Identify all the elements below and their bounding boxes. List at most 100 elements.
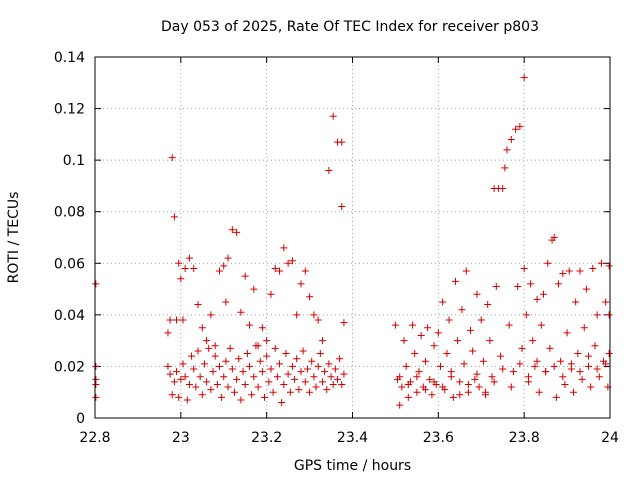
y-tick-labels: 0 0.02 0.04 0.06 0.08 0.1 0.12 0.14 [54, 50, 85, 427]
data-point [185, 380, 193, 388]
data-point [200, 360, 208, 368]
data-point [488, 373, 496, 381]
data-point [207, 311, 215, 319]
data-point [271, 344, 279, 352]
data-point [473, 370, 481, 378]
data-point [477, 316, 485, 324]
data-point [402, 362, 410, 370]
data-point [531, 362, 539, 370]
y-tick-label: 0.12 [54, 102, 85, 118]
data-point [303, 365, 311, 373]
data-point [224, 383, 232, 391]
data-point [486, 337, 494, 345]
data-point [505, 321, 513, 329]
data-point [340, 319, 348, 327]
data-point [567, 360, 575, 368]
data-point [589, 264, 597, 272]
data-point [411, 350, 419, 358]
data-point [263, 337, 271, 345]
data-point [250, 285, 258, 293]
data-point [602, 360, 610, 368]
data-point [284, 370, 292, 378]
data-point [211, 342, 219, 350]
data-point [555, 280, 562, 288]
data-point [288, 362, 296, 370]
y-tick-label: 0.1 [63, 153, 85, 169]
data-point [576, 267, 584, 275]
data-point [188, 352, 196, 360]
data-point [168, 391, 176, 399]
data-point [409, 321, 417, 329]
data-point [400, 337, 408, 345]
plot-frame [94, 56, 611, 419]
data-point [273, 373, 281, 381]
data-point [471, 375, 479, 383]
data-point [239, 368, 247, 376]
data-point [533, 295, 541, 303]
data-point [445, 316, 453, 324]
data-point [179, 360, 187, 368]
data-point [224, 254, 232, 262]
data-point [340, 370, 348, 378]
data-point [565, 267, 573, 275]
data-point [256, 357, 264, 365]
x-tick-label: 23 [172, 430, 190, 446]
data-point [252, 342, 260, 350]
data-point [211, 352, 219, 360]
data-point [516, 360, 524, 368]
data-point [449, 393, 457, 401]
x-tick-label: 23.4 [337, 430, 368, 446]
data-point [175, 393, 183, 401]
data-point [415, 368, 423, 376]
data-point [439, 383, 447, 391]
data-point [398, 383, 406, 391]
data-point [164, 329, 172, 337]
x-tick-label: 23.8 [509, 430, 540, 446]
data-point [484, 301, 492, 309]
y-tick-label: 0 [76, 411, 85, 427]
data-point [207, 386, 215, 394]
data-point [203, 378, 211, 386]
data-point [542, 368, 550, 376]
data-point [258, 368, 266, 376]
data-point [520, 264, 528, 272]
data-point [181, 373, 189, 381]
data-point [338, 138, 346, 146]
data-point [235, 355, 243, 363]
y-tick-label: 0.06 [54, 256, 85, 272]
data-point [297, 368, 305, 376]
data-point [501, 164, 509, 172]
data-point [306, 388, 314, 396]
data-point [241, 380, 249, 388]
data-point [458, 306, 466, 314]
data-point [336, 355, 344, 363]
x-axis-label: GPS time / hours [294, 458, 411, 474]
data-point [507, 383, 515, 391]
data-point [222, 357, 230, 365]
data-point [280, 380, 288, 388]
data-point [222, 298, 230, 306]
data-point [220, 262, 228, 270]
data-point [593, 311, 601, 319]
data-point [587, 383, 595, 391]
data-point [181, 264, 189, 272]
data-point [456, 391, 464, 399]
data-point [263, 352, 271, 360]
data-point [321, 368, 329, 376]
data-point [190, 264, 198, 272]
data-point [492, 282, 500, 290]
data-points [92, 74, 613, 409]
data-point [92, 393, 100, 401]
data-point [570, 388, 578, 396]
data-point [316, 350, 324, 358]
data-point [520, 74, 528, 82]
data-point [426, 375, 434, 383]
data-point [267, 290, 275, 298]
data-point [280, 244, 288, 252]
data-point [213, 380, 221, 388]
y-tick-label: 0.14 [54, 50, 85, 66]
data-point [535, 388, 543, 396]
data-point [464, 388, 472, 396]
data-point [524, 373, 532, 381]
